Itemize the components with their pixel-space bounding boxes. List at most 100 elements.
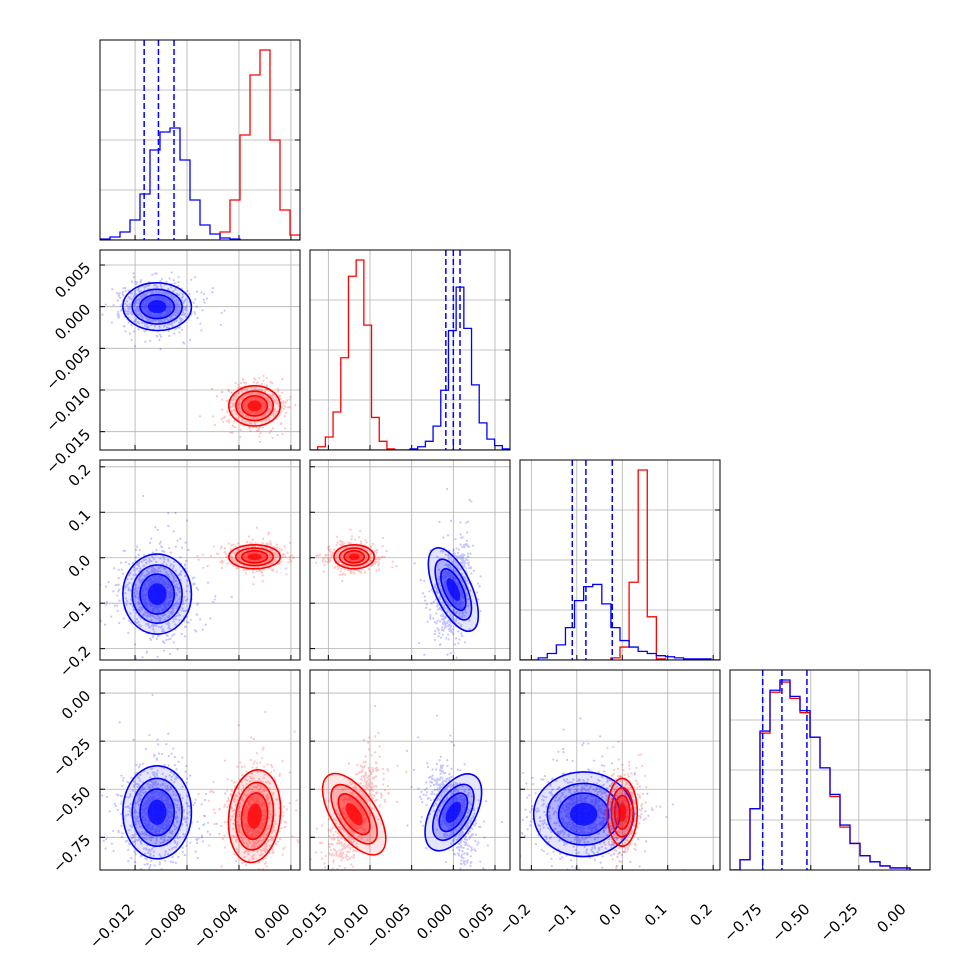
sample-point bbox=[164, 298, 167, 301]
sample-point bbox=[238, 556, 241, 559]
sample-point bbox=[175, 583, 178, 586]
sample-point bbox=[155, 313, 159, 316]
sample-point bbox=[149, 339, 152, 343]
sample-point bbox=[236, 566, 239, 569]
panel-2-0 bbox=[99, 459, 301, 661]
sample-point bbox=[154, 295, 157, 298]
sample-point bbox=[178, 304, 181, 307]
sample-point bbox=[180, 609, 184, 612]
sample-point bbox=[149, 577, 153, 581]
sample-point bbox=[246, 415, 249, 418]
sample-point bbox=[436, 601, 439, 605]
sample-point bbox=[266, 542, 269, 545]
sample-point bbox=[256, 559, 259, 563]
sample-point bbox=[177, 602, 180, 606]
sample-point bbox=[249, 396, 252, 400]
sample-point bbox=[261, 400, 264, 403]
sample-point bbox=[167, 623, 170, 626]
sample-point bbox=[276, 401, 279, 405]
sample-point bbox=[263, 415, 266, 418]
scatter-area bbox=[100, 494, 295, 660]
sample-point bbox=[242, 404, 245, 407]
sample-point bbox=[261, 406, 264, 409]
sample-point bbox=[246, 558, 249, 561]
sample-point bbox=[253, 397, 257, 400]
sample-point bbox=[236, 405, 239, 408]
sample-point bbox=[256, 393, 260, 396]
sample-point bbox=[233, 426, 236, 429]
sample-point bbox=[260, 557, 263, 561]
sample-point bbox=[156, 291, 159, 294]
sample-point bbox=[152, 635, 155, 638]
sample-point bbox=[242, 555, 245, 558]
sample-point bbox=[460, 594, 463, 597]
sample-point bbox=[267, 399, 270, 403]
sample-point bbox=[186, 579, 189, 582]
sample-point bbox=[133, 302, 136, 305]
sample-point bbox=[146, 310, 149, 313]
sample-point bbox=[463, 575, 466, 578]
sample-point bbox=[167, 638, 170, 641]
sample-point bbox=[462, 565, 465, 568]
sample-point bbox=[144, 600, 147, 603]
sample-point bbox=[448, 564, 451, 567]
sample-point bbox=[174, 618, 177, 621]
sample-point bbox=[133, 294, 136, 297]
sample-point bbox=[247, 535, 251, 538]
sample-point bbox=[138, 577, 141, 580]
sample-point bbox=[249, 397, 252, 401]
sample-point bbox=[435, 588, 439, 591]
sample-point bbox=[172, 575, 175, 578]
sample-point bbox=[178, 587, 181, 590]
sample-point bbox=[176, 304, 179, 307]
sample-point bbox=[354, 538, 357, 541]
sample-point bbox=[461, 560, 464, 563]
sample-point bbox=[167, 287, 170, 291]
sample-point bbox=[456, 565, 460, 568]
sample-point bbox=[439, 614, 442, 617]
sample-point bbox=[135, 306, 139, 309]
sample-point bbox=[152, 318, 155, 322]
sample-point bbox=[270, 395, 273, 398]
sample-point bbox=[350, 538, 353, 541]
sample-point bbox=[238, 554, 242, 558]
sample-point bbox=[142, 587, 146, 590]
sample-point bbox=[222, 420, 225, 423]
sample-point bbox=[186, 598, 189, 601]
sample-point bbox=[137, 586, 140, 589]
sample-point bbox=[441, 575, 444, 578]
sample-point bbox=[179, 573, 182, 576]
sample-point bbox=[244, 557, 248, 561]
sample-point bbox=[179, 573, 183, 576]
sample-point bbox=[141, 607, 144, 610]
sample-point bbox=[171, 317, 174, 320]
sample-point bbox=[195, 305, 198, 308]
sample-point bbox=[458, 568, 461, 571]
sample-point bbox=[258, 411, 261, 415]
sample-point bbox=[438, 568, 441, 571]
sample-point bbox=[168, 334, 171, 338]
sample-point bbox=[275, 546, 278, 549]
sample-point bbox=[176, 306, 179, 310]
sample-point bbox=[266, 398, 269, 401]
sample-point bbox=[453, 560, 456, 563]
sample-point bbox=[220, 417, 223, 421]
sample-point bbox=[149, 582, 153, 586]
sample-point bbox=[167, 559, 170, 563]
sample-point bbox=[271, 412, 275, 415]
sample-point bbox=[164, 298, 167, 301]
sample-point bbox=[243, 406, 246, 409]
sample-point bbox=[154, 292, 157, 295]
sample-point bbox=[247, 552, 250, 555]
sample-point bbox=[231, 399, 235, 402]
sample-point bbox=[237, 555, 240, 558]
sample-point bbox=[262, 408, 265, 411]
sample-point bbox=[261, 537, 265, 540]
sample-point bbox=[134, 320, 137, 323]
sample-point bbox=[448, 623, 451, 627]
sample-point bbox=[178, 590, 181, 593]
sample-point bbox=[250, 551, 253, 554]
sample-point bbox=[236, 407, 240, 410]
sample-point bbox=[258, 440, 262, 443]
sample-point bbox=[441, 613, 445, 616]
